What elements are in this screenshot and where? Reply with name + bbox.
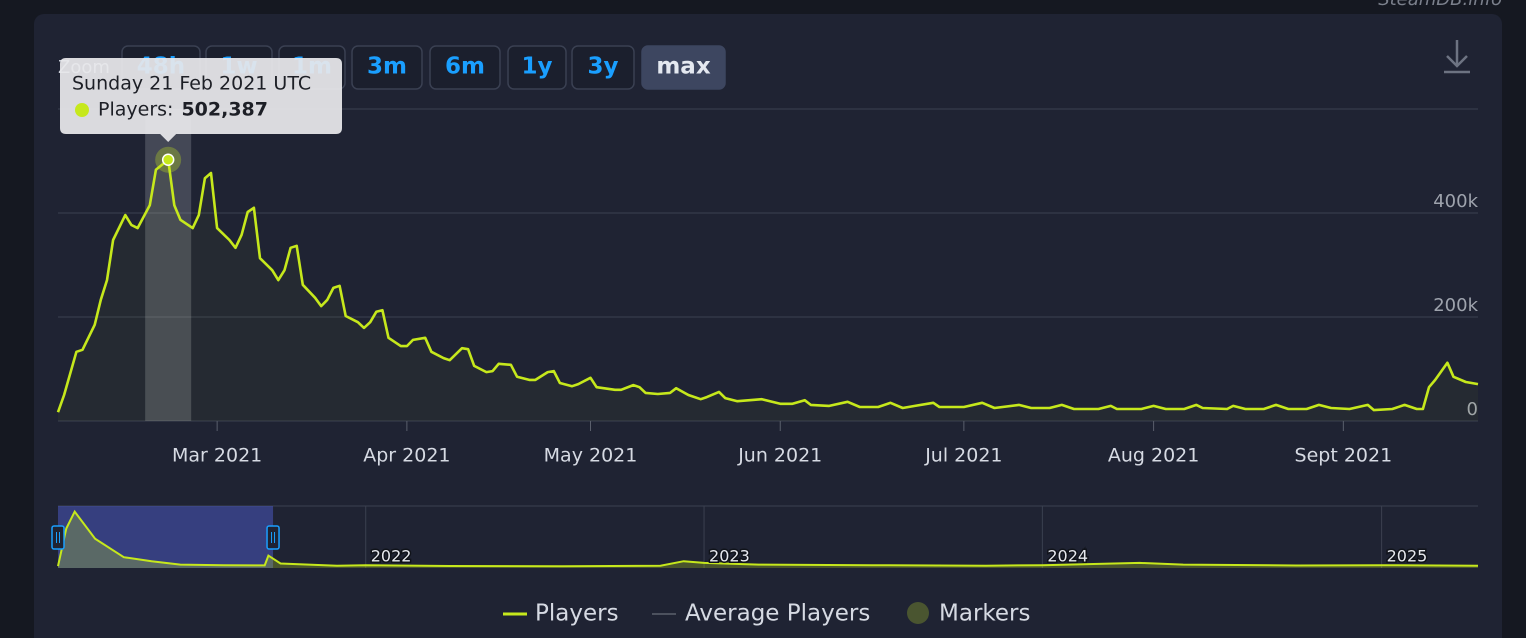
panel xyxy=(34,14,1502,638)
credit: SteamDB.info xyxy=(1378,0,1502,10)
tooltip: Sunday 21 Feb 2021 UTC Players: 502,387 xyxy=(60,58,342,173)
zoom-button-label[interactable]: 6m xyxy=(445,54,485,80)
x-tick-label: Jun 2021 xyxy=(737,445,822,467)
navigator-label: 2022 xyxy=(371,547,412,566)
zoom-button-label[interactable]: 3y xyxy=(588,54,619,80)
zoom-button[interactable] xyxy=(351,45,423,90)
series-line xyxy=(56,158,1479,413)
zoom-button-label[interactable]: max xyxy=(656,54,710,80)
x-tick-label: May 2021 xyxy=(544,445,638,467)
tooltip-box xyxy=(60,58,342,142)
navigator-label: 2023 xyxy=(709,547,750,566)
legend-label[interactable]: Average Players xyxy=(685,601,870,627)
legend-marker xyxy=(907,602,929,624)
navigator-label: 2024 xyxy=(1047,547,1088,566)
zoom-button[interactable] xyxy=(641,45,726,90)
series-area xyxy=(58,159,1478,422)
navigator-handle[interactable] xyxy=(266,525,280,550)
x-tick-label: Mar 2021 xyxy=(172,445,262,467)
legend-label[interactable]: Markers xyxy=(939,601,1030,627)
x-tick-label: Apr 2021 xyxy=(363,445,450,467)
tooltip-swatch xyxy=(75,103,89,117)
zoom-button-label[interactable]: 1y xyxy=(522,54,553,80)
tooltip-title: Sunday 21 Feb 2021 UTC xyxy=(72,73,311,95)
y-tick-label: 0 xyxy=(1467,399,1478,420)
x-tick-label: Sept 2021 xyxy=(1295,445,1393,467)
zoom-button[interactable] xyxy=(571,45,635,90)
tooltip-value: 502,387 xyxy=(181,99,268,121)
zoom-button-label[interactable]: 3m xyxy=(367,54,407,80)
legend-label[interactable]: Players xyxy=(535,601,619,627)
legend: Players Average Players Markers xyxy=(503,601,1030,627)
y-tick-label: 200k xyxy=(1433,295,1478,316)
y-tick-label: 400k xyxy=(1433,191,1478,212)
tooltip-name: Players: xyxy=(98,99,173,121)
x-tick-label: Jul 2021 xyxy=(924,445,1002,467)
navigator-label: 2025 xyxy=(1387,547,1428,566)
navigator-handle[interactable] xyxy=(51,525,65,550)
x-tick-label: Aug 2021 xyxy=(1108,445,1200,467)
navigator: 2022 2023 2024 2025 xyxy=(51,505,1479,568)
zoom-button[interactable] xyxy=(507,45,567,90)
download-icon[interactable] xyxy=(1444,40,1470,74)
navigator-line xyxy=(57,509,1479,568)
hover-point xyxy=(161,153,175,167)
zoom-button[interactable] xyxy=(429,45,501,90)
